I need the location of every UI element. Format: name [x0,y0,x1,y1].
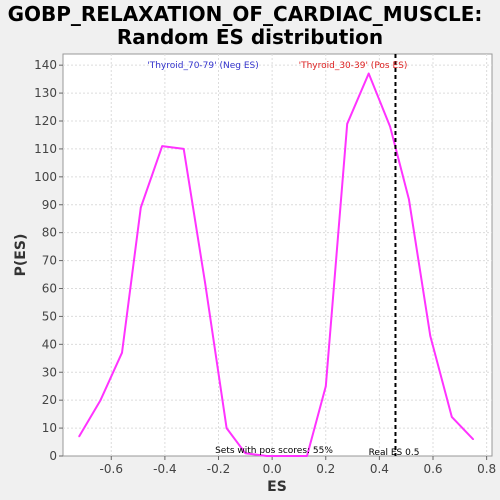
data-point [244,452,247,455]
data-point [182,148,185,150]
x-tick-label: 0.8 [477,462,496,476]
y-tick-label: 100 [34,170,57,184]
data-point [346,122,349,125]
x-tick-label: -0.4 [153,462,176,476]
data-point [161,145,164,147]
y-tick-label: 30 [42,365,57,379]
real-es-label: Real ES 0.5 [369,448,420,458]
y-tick-label: 20 [42,393,57,407]
data-point [429,335,432,337]
y-tick-label: 80 [42,226,57,240]
x-tick-label: 0.2 [316,462,335,476]
y-tick-label: 10 [42,421,57,435]
y-tick-label: 120 [34,114,57,128]
y-tick-label: 140 [34,58,57,72]
y-tick-label: 50 [42,309,57,323]
data-point [78,435,80,438]
pos-scores-note: Sets with pos scores: 55% [215,446,333,456]
data-point [408,198,410,200]
x-tick-label: 0.4 [370,462,389,476]
x-tick-label: 0.6 [423,462,442,476]
chart-title-line2: Random ES distribution [117,25,383,49]
x-tick-label: -0.6 [100,462,123,476]
y-tick-label: 130 [34,86,57,100]
data-point [265,455,268,457]
data-point [284,455,287,457]
data-point [139,206,142,209]
data-point [389,125,391,128]
x-axis-title: ES [267,479,287,495]
data-point [324,385,327,388]
y-axis-title: P(ES) [13,234,29,277]
data-point [121,351,123,354]
x-tick-label: 0.0 [263,462,282,476]
data-point [450,416,453,418]
neg-es-label: 'Thyroid_70-79' (Neg ES) [147,61,258,71]
data-point [204,282,206,284]
plot-area [62,53,493,457]
y-tick-label: 110 [34,142,57,156]
data-point [99,399,102,401]
y-tick-label: 70 [42,254,57,268]
y-tick-label: 40 [42,337,57,351]
x-tick-label: -0.2 [207,462,230,476]
y-tick-label: 90 [42,198,57,212]
pos-es-label: 'Thyroid_30-39' (Pos ES) [299,61,408,71]
es-distribution-line [78,72,474,457]
data-point [367,72,370,75]
y-tick-label: 0 [49,449,57,463]
chart-title-line1: GOBP_RELAXATION_OF_CARDIAC_MUSCLE: [8,2,483,26]
y-tick-label: 60 [42,282,57,296]
data-point [472,438,475,441]
data-point [306,455,308,457]
data-point [225,427,228,429]
